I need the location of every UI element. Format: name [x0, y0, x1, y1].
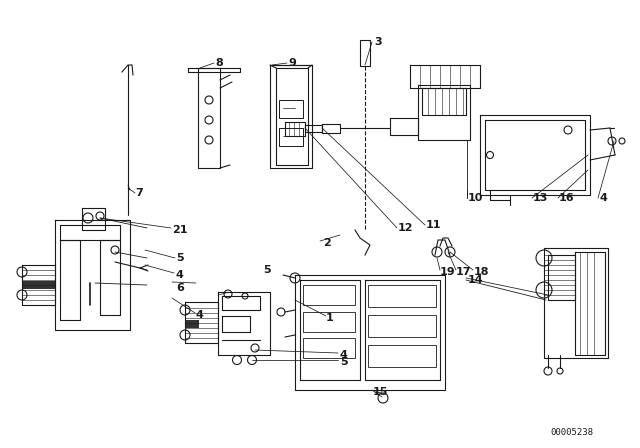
Text: 14: 14: [468, 275, 484, 285]
Bar: [279, 128, 303, 146]
Bar: [368, 315, 436, 337]
Text: 4: 4: [599, 193, 607, 203]
Text: 8: 8: [215, 58, 223, 68]
Text: 3: 3: [374, 37, 381, 47]
Text: 2: 2: [323, 238, 331, 248]
Text: 1: 1: [326, 313, 333, 323]
Text: 18: 18: [474, 267, 490, 277]
Text: 7: 7: [135, 188, 143, 198]
Text: 11: 11: [426, 220, 442, 230]
Bar: [279, 100, 303, 118]
Bar: [22, 281, 55, 289]
Bar: [368, 285, 436, 307]
Text: 4: 4: [340, 350, 348, 360]
Text: 15: 15: [373, 387, 388, 397]
Text: 12: 12: [398, 223, 413, 233]
Text: 5: 5: [340, 357, 348, 367]
Text: 4: 4: [176, 270, 184, 280]
Text: 5: 5: [176, 253, 184, 263]
Bar: [368, 345, 436, 367]
Bar: [303, 312, 355, 332]
Text: 10: 10: [468, 193, 483, 203]
Bar: [303, 338, 355, 358]
Bar: [360, 40, 370, 66]
Text: 17: 17: [456, 267, 472, 277]
Text: 19: 19: [440, 267, 456, 277]
Bar: [185, 320, 199, 328]
Text: 4: 4: [196, 310, 204, 320]
Text: 21: 21: [172, 225, 188, 235]
Text: 13: 13: [533, 193, 548, 203]
Text: 00005238: 00005238: [550, 427, 593, 436]
Bar: [303, 285, 355, 305]
Text: 16: 16: [559, 193, 575, 203]
Text: 6: 6: [176, 283, 184, 293]
Text: 9: 9: [288, 58, 296, 68]
Text: 5: 5: [263, 265, 271, 275]
